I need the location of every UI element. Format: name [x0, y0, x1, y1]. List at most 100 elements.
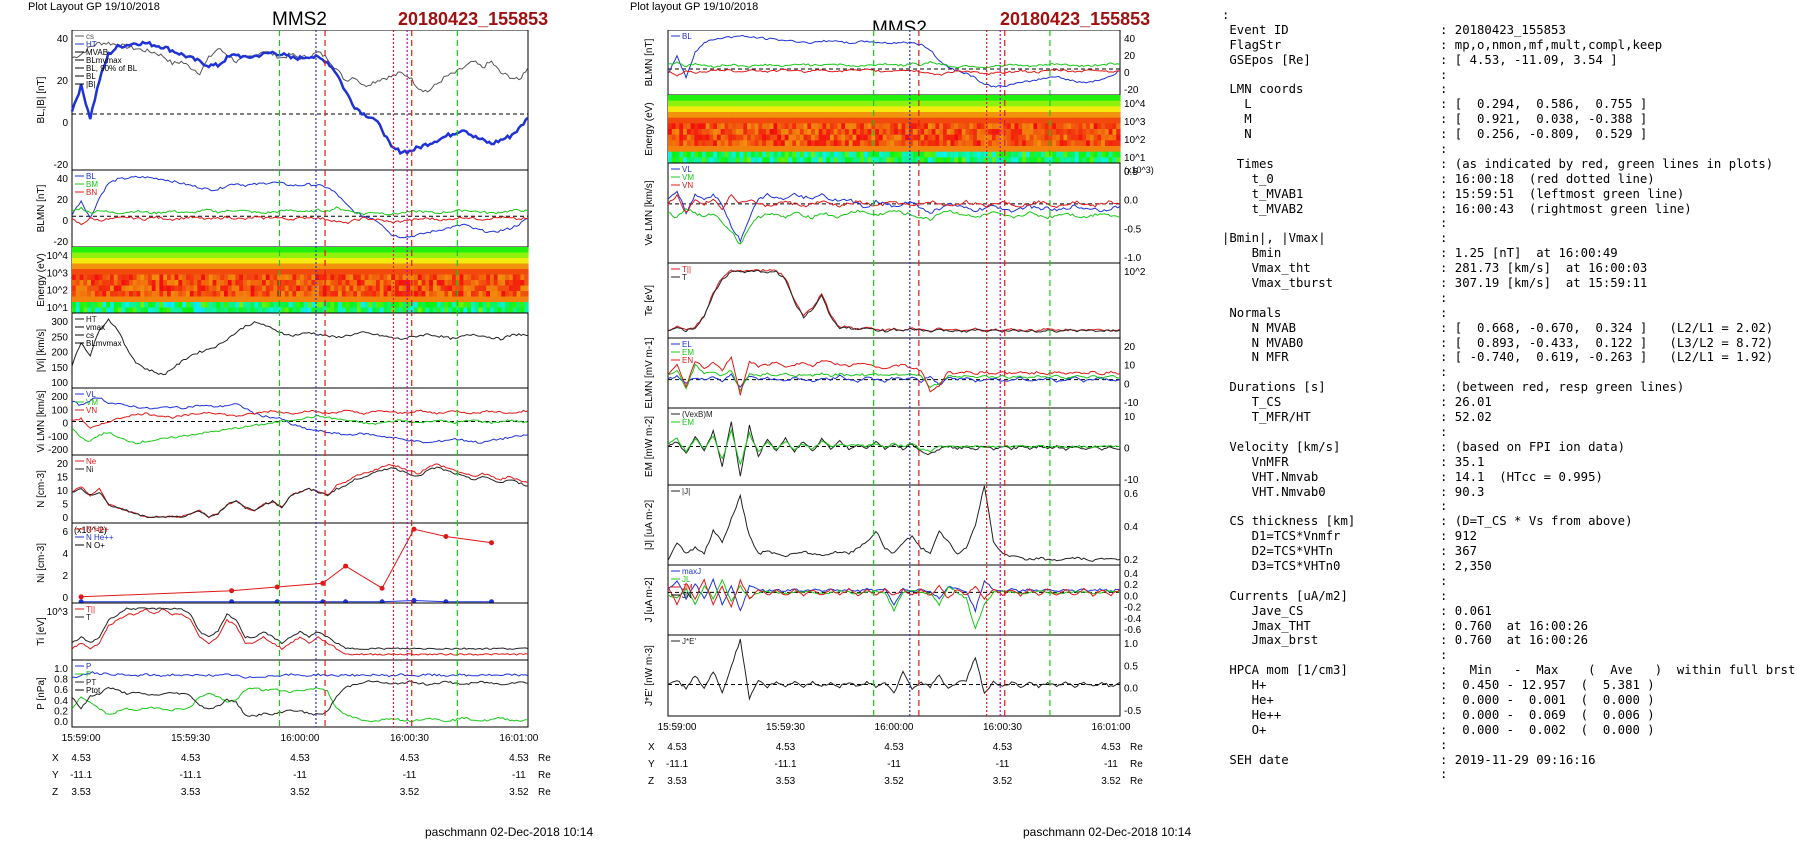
series-line	[71, 680, 529, 717]
spectrogram-cell	[1112, 112, 1117, 119]
spectrogram-cell	[958, 129, 963, 136]
spectrogram-cell	[227, 291, 233, 298]
spectrogram-cell	[799, 157, 805, 164]
spectrogram-cell	[1112, 95, 1117, 102]
spectrogram-cell	[686, 100, 692, 107]
time-tick-label: 16:00:30	[390, 733, 429, 744]
spectrogram-cell	[758, 123, 763, 130]
summary-row: :	[1222, 738, 1800, 753]
spectrogram-cell	[769, 106, 775, 113]
spectrogram-cell	[1003, 146, 1008, 153]
spectrogram-cell	[1108, 157, 1114, 164]
spectrogram-cell	[909, 140, 914, 147]
spectrogram-cell	[148, 302, 153, 309]
series-line	[71, 41, 529, 93]
spectrogram-cell	[467, 258, 472, 265]
spectrogram-cell	[402, 263, 407, 270]
spectrogram-cell	[474, 285, 480, 292]
spectrogram-cell	[935, 106, 940, 113]
spectrogram-cell	[784, 123, 790, 130]
spectrogram-cell	[856, 95, 861, 102]
summary-row: t_MVAB2: 16:00:43 (rightmost green line)	[1222, 202, 1800, 217]
summary-value: :	[1440, 305, 1448, 320]
spectrogram-cell	[125, 274, 130, 281]
spectrogram-cell	[319, 291, 324, 298]
spectrogram-cell	[212, 274, 217, 281]
spectrogram-cell	[1007, 146, 1012, 153]
spectrogram-cell	[732, 100, 737, 107]
tick-label: -0.2	[1124, 603, 1142, 614]
spectrogram-cell	[110, 252, 115, 259]
spectrogram-cell	[493, 252, 499, 259]
spectrogram-cell	[1018, 112, 1023, 119]
spectrogram-cell	[818, 134, 824, 141]
spectrogram-cell	[509, 280, 514, 287]
spectrogram-cell	[939, 140, 944, 147]
spectrogram-cell	[220, 291, 225, 298]
spectrogram-cell	[1078, 95, 1083, 102]
panel-frame	[667, 30, 1121, 96]
spectrogram-cell	[265, 269, 271, 276]
spectrogram-cell	[102, 296, 107, 303]
spectrogram-cell	[402, 291, 407, 298]
spectrogram-cell	[174, 263, 179, 270]
spectrogram-cell	[829, 112, 835, 119]
spectrogram-cell	[326, 263, 331, 270]
spectrogram-cell	[991, 117, 997, 124]
spectrogram-cell	[501, 285, 506, 292]
spectrogram-cell	[735, 100, 741, 107]
spectrogram-cell	[1108, 151, 1114, 158]
spectrogram-cell	[961, 100, 967, 107]
spectrogram-cell	[1055, 117, 1061, 124]
spectrogram-cell	[509, 258, 514, 265]
panel-frame	[71, 30, 529, 171]
spectrogram-cell	[747, 112, 752, 119]
summary-row: VHT.Nmvab: 14.1 (HTcc = 0.995)	[1222, 470, 1800, 485]
spectrogram-cell	[837, 95, 842, 102]
spectrogram-cell	[197, 258, 202, 265]
spectrogram-cell	[246, 302, 252, 309]
spectrogram-cell	[1048, 112, 1053, 119]
spectrogram-cell	[848, 151, 854, 158]
spectrogram-cell	[788, 123, 793, 130]
spectrogram-cell	[452, 291, 457, 298]
spectrogram-cell	[735, 95, 741, 102]
spectrogram-cell	[490, 269, 495, 276]
spectrogram-cell	[1074, 129, 1080, 136]
spectrogram-cell	[102, 263, 107, 270]
spectrogram-cell	[1059, 157, 1065, 164]
spectrogram-cell	[303, 291, 309, 298]
spectrogram-cell	[1059, 129, 1065, 136]
spectrogram-cell	[129, 269, 134, 276]
spectrogram-cell	[1052, 123, 1057, 130]
spectrogram-cell	[284, 258, 290, 265]
spectrogram-cell	[265, 296, 271, 303]
spectrogram-cell	[315, 285, 320, 292]
spectrogram-cell	[690, 151, 695, 158]
spectrogram-cell	[421, 258, 426, 265]
spectrogram-cell	[106, 252, 111, 259]
spectrogram-cell	[750, 129, 756, 136]
spectrogram-cell	[867, 157, 872, 164]
spectrogram-cell	[905, 157, 910, 164]
legend-label: JM	[682, 583, 693, 592]
spectrogram-cell	[920, 146, 925, 153]
spectrogram-cell	[679, 123, 684, 130]
position-value: -11	[996, 759, 1010, 770]
legend-label: |B|	[86, 80, 96, 89]
spectrogram-cell	[1078, 106, 1083, 113]
spectrogram-cell	[916, 95, 921, 102]
spectrogram-cell	[1040, 106, 1046, 113]
spectrogram-cell	[732, 129, 737, 136]
position-value: -11	[293, 770, 307, 781]
spectrogram-cell	[227, 307, 233, 314]
spectrogram-cell	[675, 157, 680, 164]
spectrogram-cell	[98, 280, 103, 287]
spectrogram-cell	[905, 112, 910, 119]
spectrogram-cell	[747, 146, 752, 153]
summary-key: Jmax_brst	[1222, 633, 1319, 648]
spectrogram-cell	[848, 95, 854, 102]
spectrogram-cell	[724, 123, 729, 130]
spectrogram-cell	[144, 263, 149, 270]
spectrogram-cell	[1101, 106, 1106, 113]
